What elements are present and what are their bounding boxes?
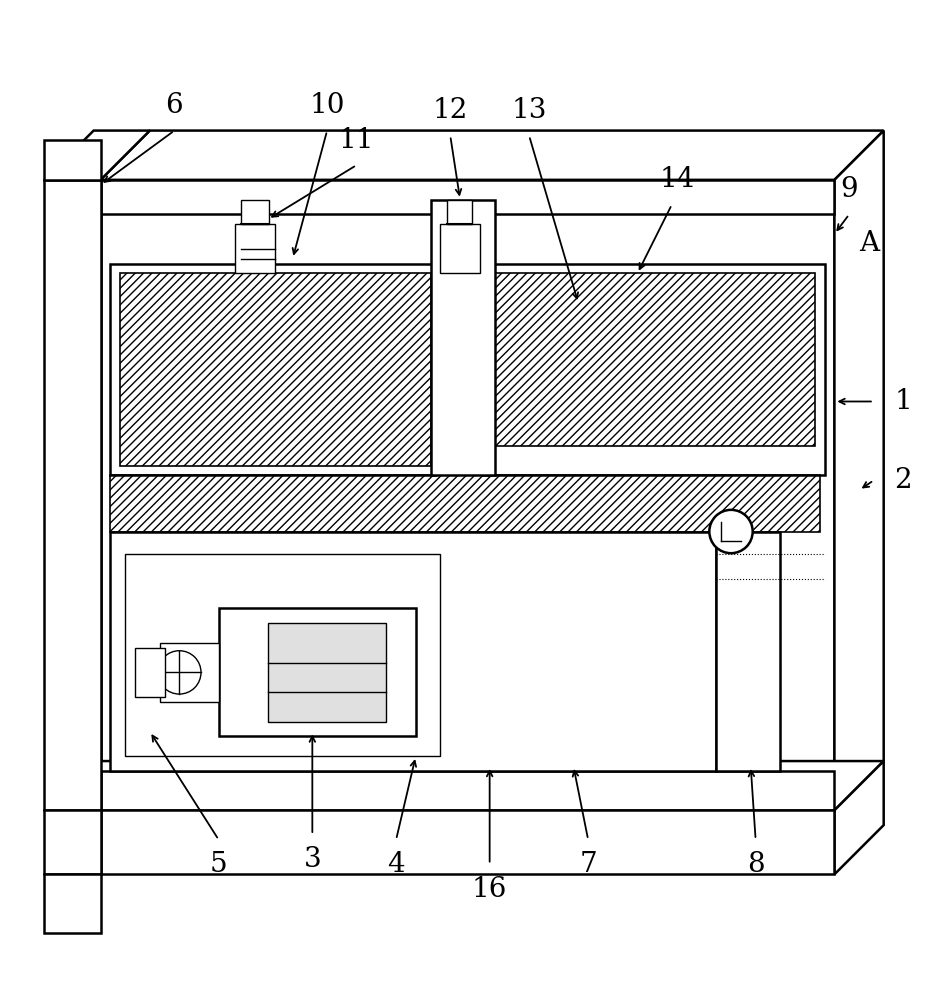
Text: 3: 3	[303, 846, 321, 873]
Polygon shape	[834, 131, 884, 810]
Bar	[447, 200, 472, 224]
Text: 6: 6	[165, 92, 183, 119]
Bar	[101, 180, 834, 810]
Bar	[481, 264, 825, 475]
Text: 13: 13	[511, 97, 547, 124]
Bar	[101, 810, 834, 874]
Text: 16: 16	[472, 876, 508, 903]
Bar	[242, 200, 269, 224]
Bar	[110, 532, 717, 771]
Bar	[218, 608, 416, 736]
Bar	[430, 200, 494, 475]
Polygon shape	[834, 761, 884, 874]
Bar	[45, 180, 101, 810]
Text: 1: 1	[895, 388, 912, 415]
Bar	[110, 475, 820, 532]
Circle shape	[158, 651, 201, 694]
Text: 10: 10	[310, 92, 345, 119]
Text: 12: 12	[433, 97, 468, 124]
Bar	[440, 224, 480, 273]
Text: 8: 8	[746, 851, 764, 878]
Bar	[110, 264, 436, 475]
Bar	[717, 532, 780, 771]
Bar	[45, 874, 101, 933]
Text: A: A	[859, 230, 879, 257]
Bar	[494, 273, 815, 446]
Text: 7: 7	[579, 851, 597, 878]
Text: 9: 9	[841, 176, 858, 203]
Text: 5: 5	[210, 851, 228, 878]
Text: 14: 14	[659, 166, 694, 193]
Bar	[268, 623, 386, 722]
Bar	[45, 140, 101, 180]
Polygon shape	[45, 761, 150, 810]
Bar	[101, 771, 834, 810]
Text: 2: 2	[895, 467, 912, 494]
Bar	[45, 810, 101, 874]
Text: 4: 4	[387, 851, 405, 878]
Text: 11: 11	[339, 127, 374, 154]
Bar	[125, 554, 440, 756]
Polygon shape	[101, 131, 884, 180]
Bar	[135, 648, 164, 697]
Bar	[235, 224, 275, 273]
Bar	[120, 273, 430, 466]
Polygon shape	[101, 761, 884, 810]
Bar	[101, 180, 834, 214]
Bar	[160, 643, 218, 702]
Circle shape	[709, 510, 753, 553]
Polygon shape	[45, 131, 150, 180]
